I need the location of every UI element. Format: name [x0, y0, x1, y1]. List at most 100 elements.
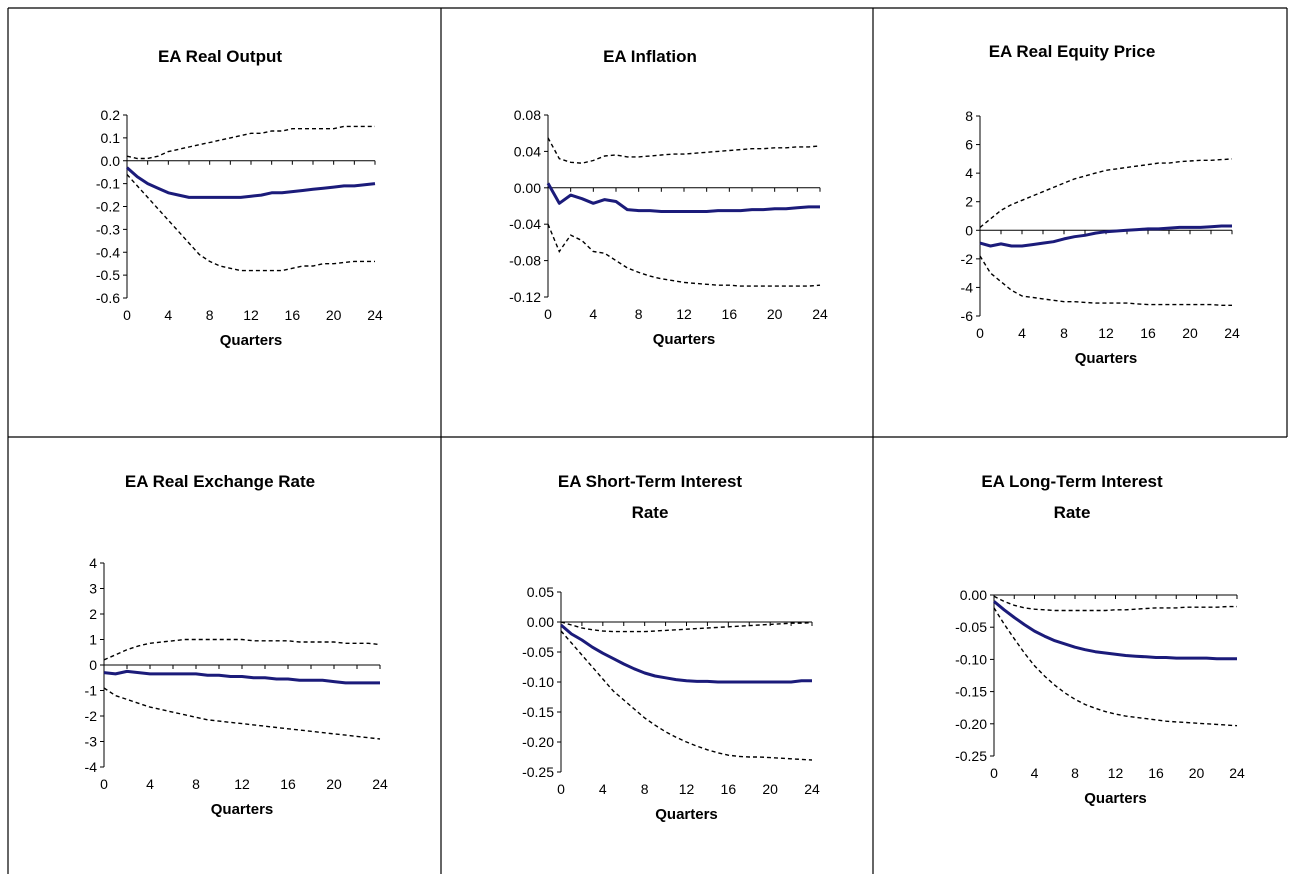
x-tick-label: 12 — [679, 781, 695, 797]
x-tick-label: 8 — [1071, 765, 1079, 781]
x-tick-label: 4 — [146, 776, 154, 792]
upper-band-line — [547, 137, 821, 164]
y-tick-label: 0.00 — [527, 614, 554, 630]
x-tick-label: 16 — [721, 781, 737, 797]
lower-band-line — [979, 255, 1232, 306]
x-tick-label: 20 — [767, 306, 783, 322]
x-tick-label: 20 — [326, 776, 342, 792]
y-tick-label: 0 — [965, 222, 973, 238]
y-tick-label: -0.10 — [955, 651, 987, 667]
y-tick-label: -2 — [961, 251, 974, 267]
x-tick-label: 24 — [1224, 325, 1240, 341]
x-axis-label: Quarters — [653, 331, 716, 348]
y-tick-label: -0.05 — [955, 619, 987, 635]
median-response-line — [126, 166, 376, 199]
median-response-line — [546, 182, 820, 213]
lower-band-line — [103, 687, 381, 740]
x-tick-label: 8 — [635, 306, 643, 322]
x-tick-label: 4 — [589, 306, 597, 322]
y-tick-label: -6 — [961, 308, 974, 324]
upper-band-line — [979, 158, 1233, 228]
y-tick-label: 2 — [965, 194, 973, 210]
y-tick-label: 0.00 — [514, 180, 541, 196]
chart-title: Rate — [632, 503, 669, 522]
x-tick-label: 0 — [544, 306, 552, 322]
y-tick-label: 4 — [965, 165, 973, 181]
x-axis-label: Quarters — [1075, 350, 1138, 367]
x-tick-label: 12 — [1098, 325, 1114, 341]
x-tick-label: 16 — [1148, 765, 1164, 781]
x-tick-label: 24 — [372, 776, 388, 792]
y-tick-label: -0.15 — [522, 704, 554, 720]
y-tick-label: -0.5 — [96, 267, 120, 283]
chart-title: EA Long-Term Interest — [981, 472, 1163, 491]
y-tick-label: 0.2 — [101, 107, 121, 123]
y-tick-label: 6 — [965, 137, 973, 153]
y-tick-label: -0.10 — [522, 674, 554, 690]
y-tick-label: -0.20 — [955, 716, 987, 732]
y-tick-label: 8 — [965, 108, 973, 124]
y-tick-label: 3 — [89, 581, 97, 597]
x-tick-label: 4 — [599, 781, 607, 797]
x-tick-label: 12 — [243, 307, 259, 323]
x-tick-label: 24 — [812, 306, 828, 322]
chart-title: EA Real Exchange Rate — [125, 472, 315, 491]
x-tick-label: 20 — [1189, 765, 1205, 781]
chart-title: EA Inflation — [603, 47, 697, 66]
x-tick-label: 0 — [123, 307, 131, 323]
y-tick-label: -0.3 — [96, 221, 120, 237]
y-tick-label: -4 — [85, 759, 98, 775]
chart-panel-6: EA Long-Term Interest Rate 0.00 -0.05 -0.10 -… — [955, 472, 1245, 807]
x-tick-label: 0 — [976, 325, 984, 341]
upper-band-line — [560, 621, 813, 633]
x-tick-label: 12 — [1108, 765, 1124, 781]
y-tick-label: -2 — [85, 708, 98, 724]
x-tick-label: 16 — [285, 307, 301, 323]
x-axis-label: Quarters — [220, 332, 283, 349]
x-tick-label: 0 — [100, 776, 108, 792]
x-tick-label: 24 — [367, 307, 383, 323]
y-tick-label: -0.15 — [955, 684, 987, 700]
chart-title: Rate — [1054, 503, 1091, 522]
lower-band-line — [560, 630, 813, 761]
y-tick-label: 0.04 — [514, 143, 541, 159]
median-response-line — [993, 600, 1237, 661]
median-response-line — [560, 623, 812, 684]
y-tick-label: 2 — [89, 606, 97, 622]
x-tick-label: 8 — [1060, 325, 1068, 341]
y-tick-label: -3 — [85, 734, 98, 750]
median-response-line — [979, 224, 1232, 248]
x-tick-label: 24 — [1229, 765, 1245, 781]
chart-title: EA Real Equity Price — [989, 42, 1156, 61]
x-tick-label: 8 — [192, 776, 200, 792]
y-tick-label: -0.25 — [955, 748, 987, 764]
panel-borders — [7, 7, 1288, 874]
upper-band-line — [126, 125, 375, 160]
x-tick-label: 12 — [234, 776, 250, 792]
chart-panel-2: EA Inflation 0.08 0.04 0.00 -0.04 -0.08 -0.120… — [509, 47, 828, 348]
y-tick-label: -1 — [85, 683, 98, 699]
x-axis-label: Quarters — [211, 801, 274, 818]
lower-band-line — [993, 607, 1238, 727]
x-tick-label: 0 — [557, 781, 565, 797]
upper-band-line — [103, 638, 381, 661]
y-tick-label: 0.00 — [960, 587, 987, 603]
y-tick-label: 1 — [89, 632, 97, 648]
y-tick-label: 0 — [89, 657, 97, 673]
chart-panel-5: EA Short-Term Interest Rate 0.05 0.00 -0.05 -… — [522, 472, 820, 823]
x-axis-label: Quarters — [1084, 790, 1147, 807]
x-tick-label: 8 — [206, 307, 214, 323]
x-tick-label: 4 — [1031, 765, 1039, 781]
median-response-line — [103, 669, 380, 685]
x-tick-label: 0 — [990, 765, 998, 781]
y-tick-label: -0.12 — [509, 289, 541, 305]
y-tick-label: -0.04 — [509, 216, 541, 232]
x-tick-label: 16 — [1140, 325, 1156, 341]
x-tick-label: 4 — [1018, 325, 1026, 341]
x-tick-label: 4 — [164, 307, 172, 323]
x-tick-label: 20 — [762, 781, 778, 797]
y-tick-label: -4 — [961, 279, 974, 295]
lower-band-line — [126, 174, 375, 272]
